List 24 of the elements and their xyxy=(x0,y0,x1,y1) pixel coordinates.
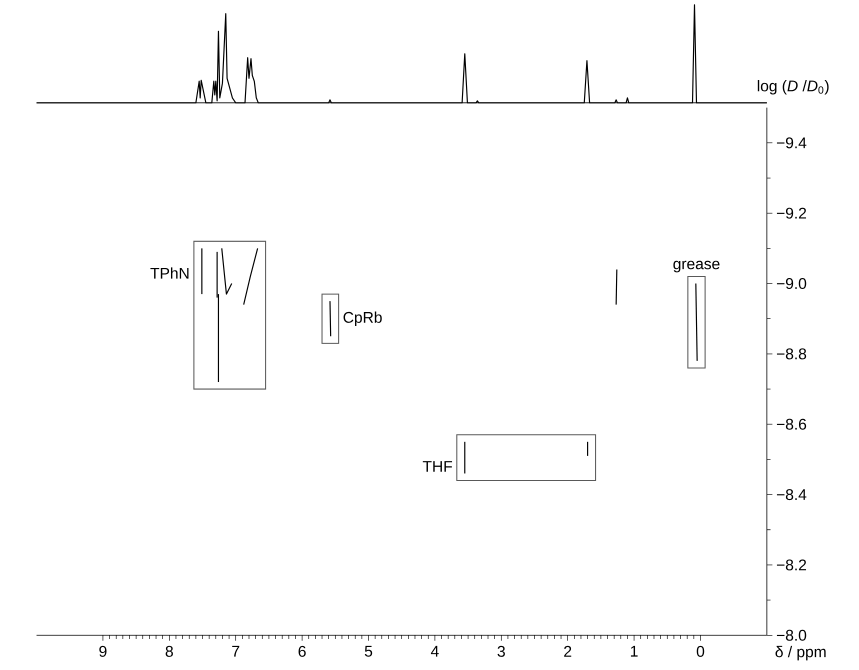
y-axis-title: log (D /D$_{0}$) xyxy=(758,80,829,94)
x-tick-label: 9 xyxy=(99,646,106,657)
x-tick-label: 8 xyxy=(166,646,173,657)
y-tick-label: −9.4 xyxy=(776,137,806,148)
y-tick-label: −8.2 xyxy=(776,559,806,570)
x-tick-label: 1 xyxy=(630,646,638,656)
y-tick-label: −8.0 xyxy=(776,630,806,641)
x-tick-label: 0 xyxy=(696,646,704,657)
x-tick-label: 5 xyxy=(364,646,372,657)
series-label: TPhN xyxy=(150,267,188,279)
series-label: grease xyxy=(673,260,720,272)
y-tick-label: −8.4 xyxy=(776,489,806,500)
x-tick-label: 7 xyxy=(232,646,240,656)
y-tick-label: −8.6 xyxy=(776,418,806,430)
x-tick-label: 4 xyxy=(430,646,439,656)
y-tick-label: −9.2 xyxy=(776,208,806,219)
y-tick-label: −8.8 xyxy=(776,348,806,360)
series-label: CpRb xyxy=(344,311,382,326)
x-tick-label: 6 xyxy=(298,646,306,657)
x-tick-label: 2 xyxy=(564,646,572,657)
x-axis-title: δ / ppm xyxy=(776,646,826,660)
y-tick-label: −9.0 xyxy=(776,278,806,289)
series-label: THF xyxy=(422,461,452,472)
x-tick-label: 3 xyxy=(498,646,505,657)
